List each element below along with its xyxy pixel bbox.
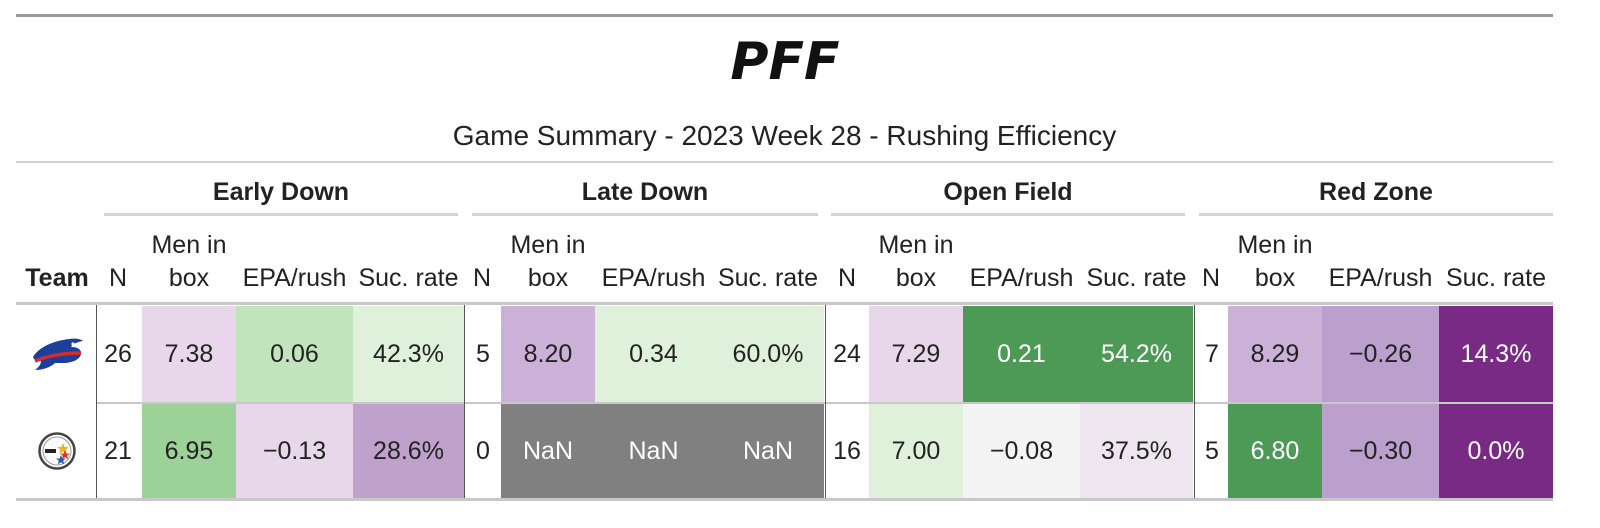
table-cell: −0.30: [1322, 404, 1439, 498]
table-cell: −0.08: [963, 404, 1080, 498]
table-cell: 16: [826, 404, 868, 498]
group-early-down-rule: [104, 213, 458, 216]
header-n: N: [472, 264, 492, 292]
header-n: N: [837, 264, 857, 292]
table-cell: 0.06: [236, 306, 353, 402]
table-cell: 0: [466, 404, 500, 498]
table-title: Game Summary - 2023 Week 28 - Rushing Ef…: [452, 120, 1117, 151]
table-cell: 8.29: [1228, 306, 1322, 402]
team-column-header: Team: [25, 264, 89, 292]
table-cell: 0.0%: [1439, 404, 1553, 498]
title-divider: [16, 161, 1553, 163]
table-cell: 28.6%: [353, 404, 464, 498]
header-success-rate: Suc. rate: [717, 264, 819, 292]
table-cell: 6.95: [142, 404, 236, 498]
table-cell: 0.34: [595, 306, 712, 402]
header-epa-rush: EPA/rush: [601, 264, 706, 292]
table-cell: 60.0%: [712, 306, 824, 402]
group-red-zone: Red Zone: [1319, 178, 1433, 206]
header-men-in-box-line1: Men in: [510, 231, 586, 259]
header-epa-rush: EPA/rush: [969, 264, 1074, 292]
table-cell: 24: [826, 306, 868, 402]
table-cell: 7.38: [142, 306, 236, 402]
group-red-zone-rule: [1199, 213, 1553, 216]
column-separator: [825, 305, 826, 499]
header-divider: [16, 302, 1553, 305]
table-cell: 7.29: [869, 306, 963, 402]
group-late-down: Late Down: [581, 178, 709, 206]
table-cell: 54.2%: [1080, 306, 1193, 402]
row-divider: [96, 402, 1553, 404]
table-cell: 8.20: [501, 306, 595, 402]
column-separator: [464, 305, 465, 499]
pff-logo: PFF: [730, 37, 839, 85]
table-cell: 14.3%: [1439, 306, 1553, 402]
header-epa-rush: EPA/rush: [1328, 264, 1433, 292]
table-cell: 6.80: [1228, 404, 1322, 498]
header-men-in-box-line1: Men in: [878, 231, 954, 259]
header-men-in-box-line2: box: [527, 264, 569, 292]
table-cell: 7: [1196, 306, 1228, 402]
header-success-rate: Suc. rate: [1086, 264, 1187, 292]
header-men-in-box-line2: box: [1254, 264, 1296, 292]
table-bottom-rule: [16, 498, 1553, 501]
svg-text:PFF: PFF: [730, 37, 839, 85]
group-early-down: Early Down: [212, 178, 350, 206]
steelers-logo-icon: [38, 432, 76, 470]
table-cell: NaN: [595, 404, 712, 498]
table-cell: 26: [100, 306, 136, 402]
table-cell: NaN: [712, 404, 824, 498]
header-epa-rush: EPA/rush: [242, 264, 347, 292]
table-cell: 37.5%: [1080, 404, 1193, 498]
table-cell: 5: [466, 306, 500, 402]
table-cell: 7.00: [869, 404, 963, 498]
table-cell: 42.3%: [353, 306, 464, 402]
header-n: N: [1201, 264, 1221, 292]
column-separator: [96, 305, 97, 499]
header-success-rate: Suc. rate: [1445, 264, 1547, 292]
table-cell: 21: [100, 404, 136, 498]
group-open-field-rule: [831, 213, 1185, 216]
team-logo-cell: [20, 306, 94, 402]
column-separator: [1194, 305, 1195, 499]
group-open-field: Open Field: [943, 178, 1073, 206]
top-rule: [16, 14, 1553, 17]
team-logo-cell: [20, 404, 94, 498]
table-cell: 5: [1196, 404, 1228, 498]
table-cell: 0.21: [963, 306, 1080, 402]
table-cell: −0.26: [1322, 306, 1439, 402]
header-n: N: [108, 264, 128, 292]
header-men-in-box-line1: Men in: [151, 231, 227, 259]
group-late-down-rule: [472, 213, 818, 216]
header-men-in-box-line1: Men in: [1237, 231, 1313, 259]
table-cell: −0.13: [236, 404, 353, 498]
header-men-in-box-line2: box: [168, 264, 210, 292]
table-cell: NaN: [501, 404, 595, 498]
bills-logo-icon: [33, 338, 83, 370]
header-men-in-box-line2: box: [895, 264, 937, 292]
header-success-rate: Suc. rate: [358, 264, 459, 292]
